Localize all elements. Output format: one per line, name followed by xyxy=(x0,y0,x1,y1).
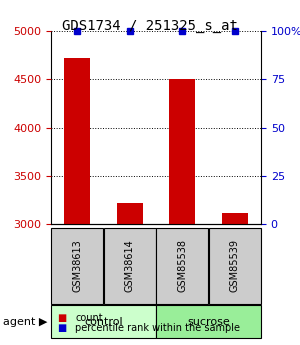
Text: ■: ■ xyxy=(57,324,66,333)
Text: agent ▶: agent ▶ xyxy=(3,317,47,327)
Text: GSM85538: GSM85538 xyxy=(177,239,187,292)
Text: sucrose: sucrose xyxy=(187,317,230,327)
Text: count: count xyxy=(75,314,103,323)
Bar xyxy=(64,58,90,224)
Bar xyxy=(117,203,143,224)
Bar xyxy=(222,213,248,224)
Text: GSM38614: GSM38614 xyxy=(125,239,135,292)
Text: control: control xyxy=(84,317,123,327)
Bar xyxy=(169,79,195,224)
Text: GSM38613: GSM38613 xyxy=(72,239,82,292)
Text: ■: ■ xyxy=(57,314,66,323)
Text: GSM85539: GSM85539 xyxy=(230,239,240,292)
Text: percentile rank within the sample: percentile rank within the sample xyxy=(75,324,240,333)
Text: GDS1734 / 251325_s_at: GDS1734 / 251325_s_at xyxy=(62,19,238,33)
